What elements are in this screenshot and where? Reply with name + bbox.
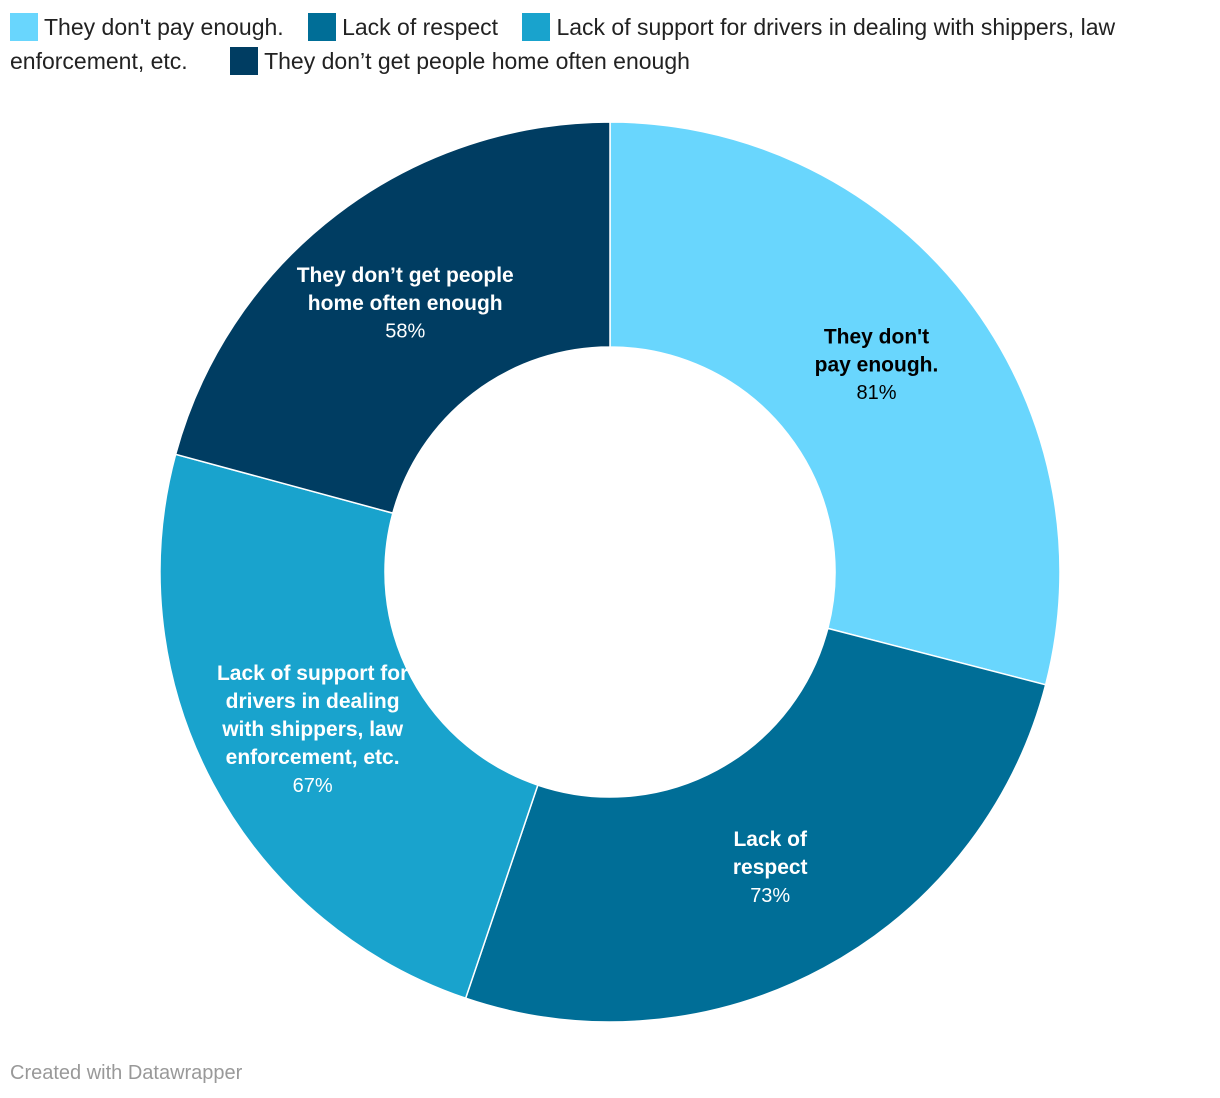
legend-label: Lack of respect	[342, 14, 499, 40]
legend-swatch	[230, 47, 259, 75]
footer-credit: Created with Datawrapper	[10, 1062, 243, 1084]
slice-label-home: They don’t get people home often enough 58…	[297, 264, 514, 343]
slice-label-text: They don’t get people	[297, 264, 514, 287]
legend-swatch	[10, 13, 38, 41]
donut-slice-respect	[464, 627, 1047, 1023]
slice-label-respect: Lack of respect 73%	[733, 828, 808, 907]
donut-slice-support	[159, 453, 539, 1000]
slice-label-pay: They don't pay enough. 81%	[815, 325, 939, 404]
slice-value-label: 58%	[385, 321, 425, 343]
legend-label: Lack of support for drivers in dealing w…	[10, 14, 1116, 74]
legend-label: They don’t get people home often enough	[264, 48, 690, 74]
slice-label-text: drivers in dealing	[226, 690, 400, 713]
legend-item-home: They don’t get people home often enough	[230, 44, 690, 78]
legend-item-respect: Lack of respect	[308, 10, 498, 44]
slice-value-label: 73%	[750, 885, 790, 907]
slice-label-text: respect	[733, 856, 808, 879]
slice-label-text: enforcement, etc.	[226, 746, 400, 769]
slice-label-text: They don't	[824, 325, 929, 348]
slice-label-text: Lack of	[733, 828, 808, 851]
slice-label-support: Lack of support for drivers in dealing wit…	[217, 662, 408, 797]
legend-swatch	[522, 13, 551, 41]
legend: They don't pay enough. Lack of respect L…	[10, 10, 1190, 78]
donut-slice-pay	[609, 121, 1061, 686]
slice-label-text: Lack of support for	[217, 662, 408, 685]
slice-value-label: 67%	[293, 775, 333, 797]
slice-label-text: with shippers, law	[221, 718, 404, 741]
legend-swatch	[308, 13, 337, 41]
legend-item-pay: They don't pay enough.	[10, 10, 284, 44]
slice-value-label: 81%	[856, 382, 896, 404]
slice-label-text: pay enough.	[815, 353, 939, 376]
legend-item-support: Lack of support for drivers in dealing w…	[10, 13, 1116, 74]
donut-slice-home	[174, 121, 611, 515]
legend-label: They don't pay enough.	[44, 14, 284, 40]
slice-label-text: home often enough	[308, 292, 503, 315]
